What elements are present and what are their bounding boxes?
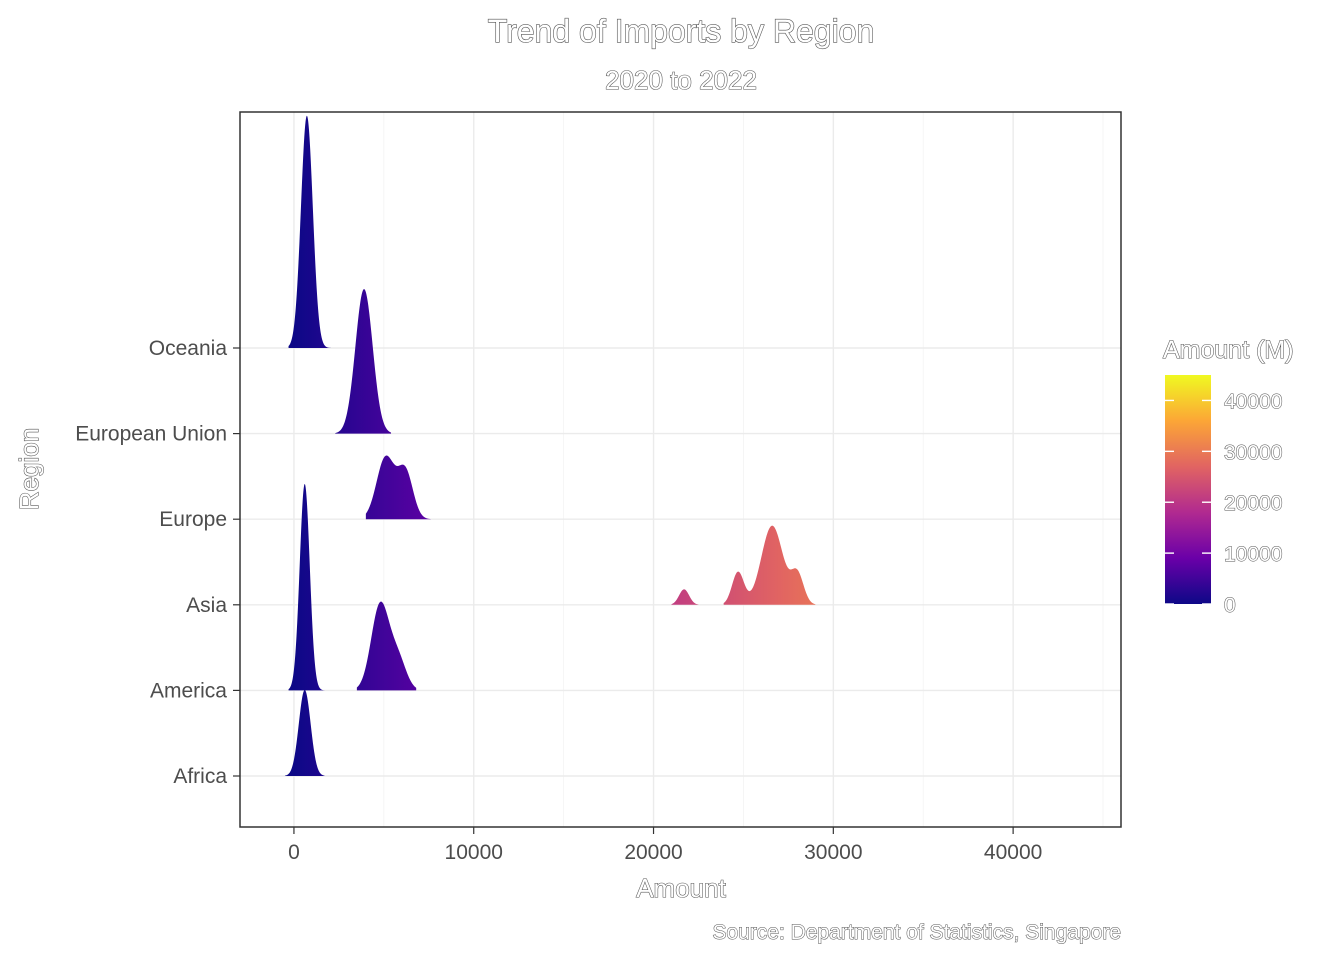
- density-ridges: [284, 115, 816, 776]
- density-ridge-america: [288, 484, 329, 691]
- legend-tick-label: 40000: [1224, 390, 1282, 413]
- y-tick-label: European Union: [75, 423, 227, 446]
- x-tick-label: 30000: [804, 841, 862, 864]
- density-ridge-america: [356, 601, 417, 691]
- chart-subtitle: 2020 to 2022: [605, 65, 757, 95]
- y-tick-label: Oceania: [149, 337, 228, 360]
- x-tick-label: 20000: [624, 841, 682, 864]
- density-ridge-africa: [284, 690, 325, 776]
- legend-ticks: 0 10000 20000 30000 40000: [1165, 390, 1283, 618]
- density-ridge-europe: [365, 455, 431, 520]
- chart-caption: Source: Department of Statistics, Singap…: [712, 921, 1121, 944]
- density-ridge-asia: [723, 525, 816, 605]
- y-axis-title: Region: [14, 428, 44, 510]
- y-tick-label: Africa: [173, 765, 227, 788]
- density-ridge-european-union: [335, 289, 392, 434]
- chart-title: Trend of Imports by Region: [488, 13, 875, 49]
- plot-panel: [239, 111, 1122, 828]
- plot-background: [240, 112, 1121, 827]
- density-ridge-asia: [671, 589, 699, 605]
- y-tick-label: Asia: [186, 594, 227, 617]
- y-tick-label: Europe: [159, 508, 227, 531]
- legend-title: Amount (M): [1163, 336, 1294, 364]
- legend-tick-label: 20000: [1224, 492, 1282, 515]
- color-legend: Amount (M) 0 10000 20000 30000 40000: [1162, 335, 1294, 618]
- x-tick-label: 0: [288, 841, 300, 864]
- legend-colorbar: [1165, 375, 1211, 604]
- plot-border: [239, 111, 1122, 828]
- y-axis: Africa America Asia Europe European Union Oce…: [75, 337, 240, 788]
- x-tick-label: 10000: [445, 841, 503, 864]
- y-tick-label: America: [150, 679, 227, 702]
- density-ridge-oceania: [288, 115, 336, 348]
- legend-tick-label: 30000: [1224, 441, 1282, 464]
- x-tick-label: 40000: [984, 841, 1042, 864]
- x-axis: 0 10000 20000 30000 40000: [288, 827, 1042, 864]
- legend-tick-label: 10000: [1224, 543, 1282, 566]
- legend-tick-label: 0: [1224, 594, 1236, 617]
- x-axis-title: Amount: [636, 873, 726, 903]
